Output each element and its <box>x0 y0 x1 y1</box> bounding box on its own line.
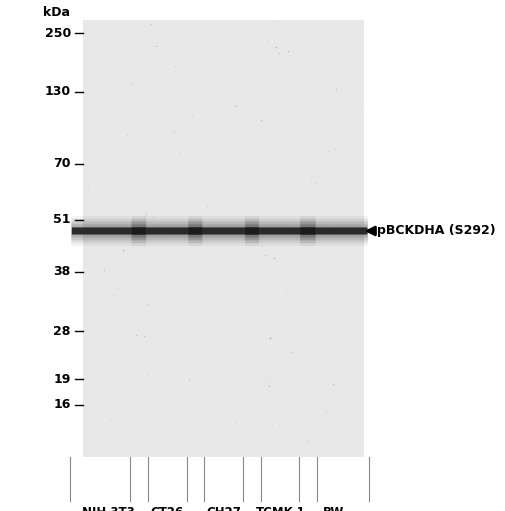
FancyBboxPatch shape <box>131 221 202 240</box>
FancyBboxPatch shape <box>244 219 315 243</box>
FancyBboxPatch shape <box>188 224 259 238</box>
FancyBboxPatch shape <box>188 219 259 243</box>
FancyBboxPatch shape <box>299 219 367 243</box>
Text: NIH 3T3: NIH 3T3 <box>82 506 135 511</box>
FancyBboxPatch shape <box>72 227 145 235</box>
FancyBboxPatch shape <box>188 227 258 235</box>
FancyBboxPatch shape <box>71 219 146 243</box>
Text: 16: 16 <box>54 398 71 411</box>
Text: 51: 51 <box>53 213 71 226</box>
Bar <box>83 20 364 457</box>
Text: CT26: CT26 <box>150 506 183 511</box>
Text: 38: 38 <box>54 265 71 278</box>
FancyBboxPatch shape <box>300 227 367 235</box>
FancyBboxPatch shape <box>71 216 146 246</box>
Text: 250: 250 <box>44 27 71 40</box>
Text: TCMK-1: TCMK-1 <box>255 506 305 511</box>
FancyBboxPatch shape <box>188 216 259 246</box>
FancyBboxPatch shape <box>71 221 146 240</box>
Text: 70: 70 <box>53 157 71 170</box>
FancyBboxPatch shape <box>299 216 367 246</box>
Text: pBCKDHA (S292): pBCKDHA (S292) <box>376 224 494 238</box>
Text: kDa: kDa <box>43 6 70 19</box>
FancyBboxPatch shape <box>244 216 315 246</box>
Text: 28: 28 <box>54 324 71 338</box>
FancyBboxPatch shape <box>188 221 259 240</box>
FancyBboxPatch shape <box>299 221 367 240</box>
FancyBboxPatch shape <box>131 216 202 246</box>
Text: 19: 19 <box>54 373 71 386</box>
FancyBboxPatch shape <box>131 224 202 238</box>
FancyBboxPatch shape <box>132 227 201 235</box>
FancyBboxPatch shape <box>299 224 367 238</box>
FancyBboxPatch shape <box>245 227 315 235</box>
FancyBboxPatch shape <box>71 224 146 238</box>
FancyBboxPatch shape <box>131 219 202 243</box>
Text: 130: 130 <box>44 85 71 99</box>
Text: CH27: CH27 <box>206 506 240 511</box>
FancyBboxPatch shape <box>244 224 315 238</box>
FancyBboxPatch shape <box>244 221 315 240</box>
Text: BW
5147.3: BW 5147.3 <box>311 506 356 511</box>
